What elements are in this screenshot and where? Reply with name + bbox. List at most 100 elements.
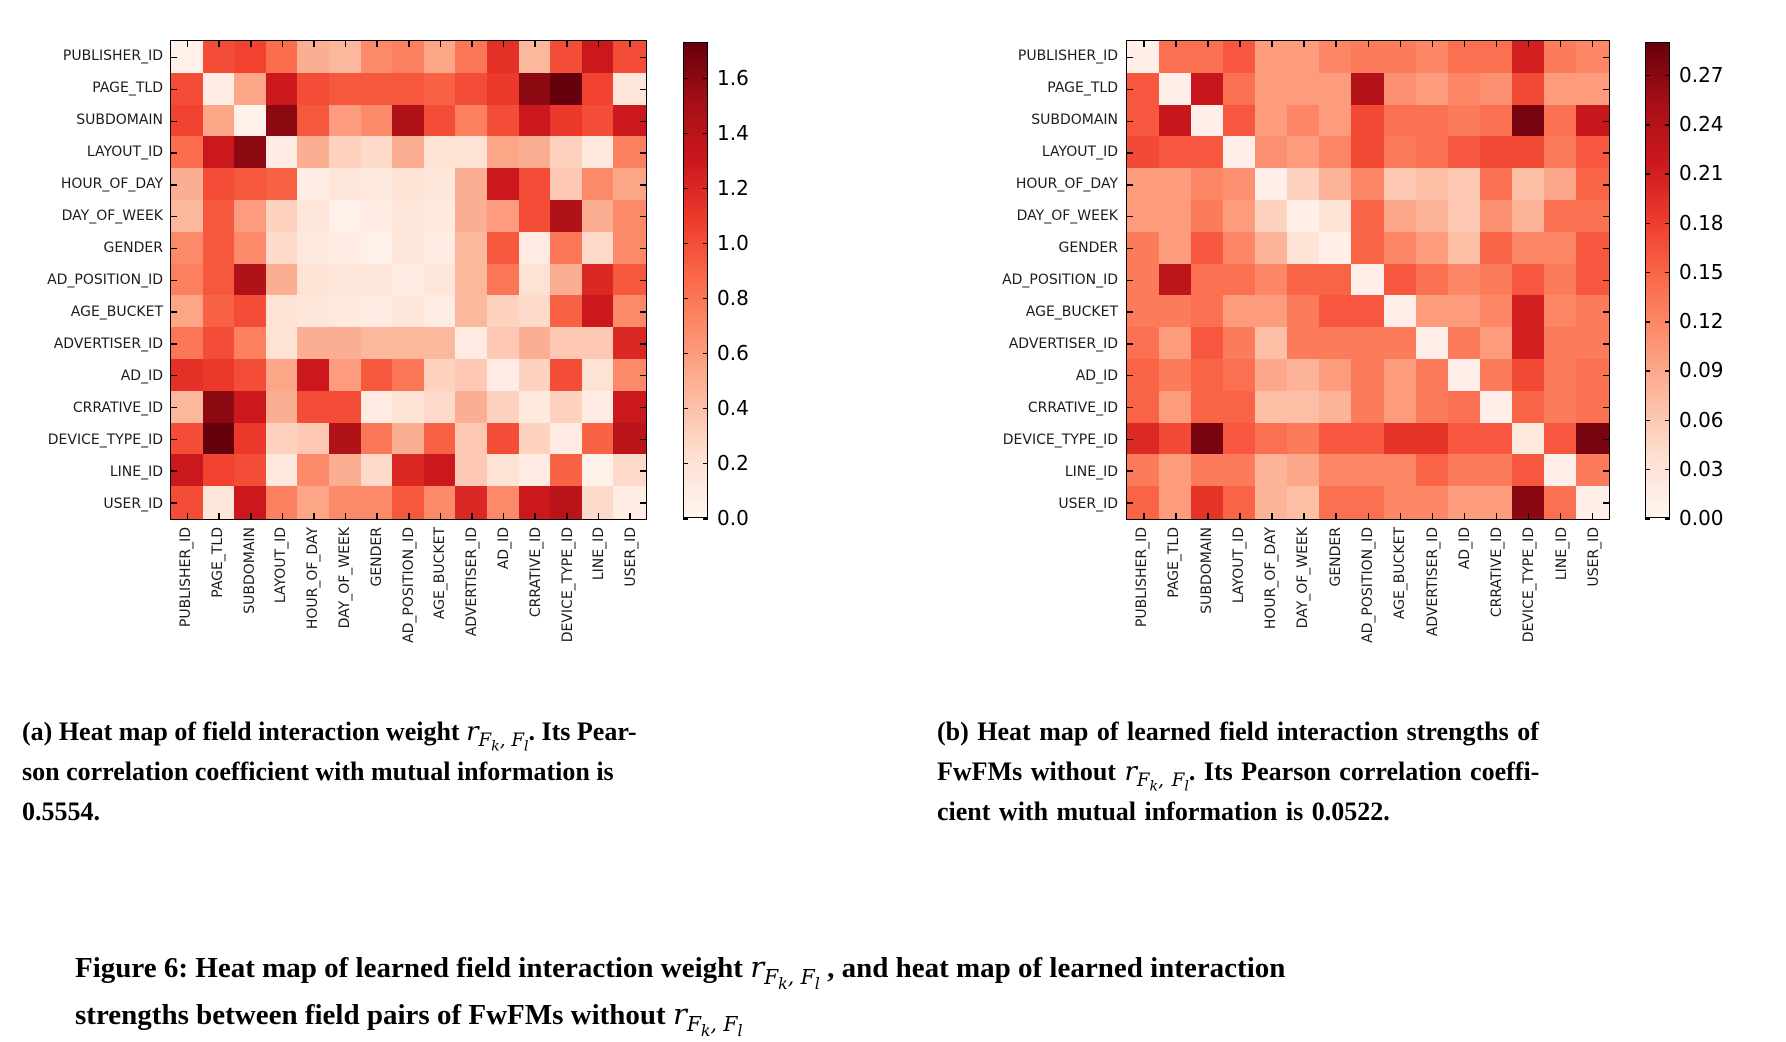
y-axis-label: USER_ID [1058,496,1118,512]
heatmap-cell [550,168,583,201]
colorbar-tick [1645,271,1650,274]
heatmap-cell [265,200,298,233]
heatmap-cell [329,104,362,137]
math-r-fk-fl: rFk, Fl [750,950,820,993]
heatmap-cell [1255,454,1288,487]
axis-tick [218,41,220,47]
y-axis-label: DEVICE_TYPE_ID [1002,432,1118,448]
heatmap-cell [1351,231,1385,265]
axis-tick [640,152,646,154]
heatmap-cell [518,454,551,487]
heatmap-cell [234,168,267,201]
heatmap-cell [1255,359,1288,392]
heatmap-cell [265,231,298,265]
heatmap-cell [392,422,425,455]
heatmap-cell [581,422,614,455]
colorbar-tick [1645,370,1650,372]
x-axis-label: DAY_OF_WEEK [336,527,353,629]
colorbar-tick [1645,222,1650,225]
heatmap-cell [1543,200,1577,233]
heatmap-cell [455,104,488,137]
heatmap-cell [329,359,362,392]
heatmap-cell [1479,136,1513,169]
colorbar-tick [1665,321,1670,323]
x-axis-label: HOUR_OF_DAY [305,527,322,630]
heatmap-cell [1319,327,1353,360]
axis-tick [171,152,177,154]
heatmap-cell [329,454,362,487]
heatmap-cell [581,231,614,265]
axis-tick [186,513,189,519]
caption-line: Figure 6: Heat map of learned field inte… [75,950,1286,993]
heatmap-cell [1287,422,1320,455]
axis-tick [1603,184,1609,186]
heatmap-cell [487,422,520,455]
heatmap-cell [550,295,583,328]
heatmap-cell [1159,263,1192,296]
colorbar-tick-label: 0.18 [1679,210,1724,235]
axis-tick [1603,438,1609,440]
heatmap-cell [1511,231,1545,265]
heatmap-cell [1351,72,1385,106]
axis-tick [640,247,646,250]
axis-tick [171,470,177,472]
axis-tick [1603,502,1609,504]
heatmap-cell [1383,72,1417,106]
heatmap-cell [1223,231,1256,265]
colorbar-tick [703,352,708,355]
heatmap-cell [487,327,520,360]
y-axis-label: PUBLISHER_ID [1017,48,1118,64]
y-axis-label: LAYOUT_ID [86,144,163,160]
heatmap-cell [265,390,298,424]
colorbar-tick-label: 0.6 [717,340,749,365]
heatmap-cell [1447,104,1481,137]
heatmap-cell [487,390,520,424]
x-axis-label: CRRATIVE_ID [527,527,544,618]
heatmap-cell [392,168,425,201]
x-axis-label: PAGE_TLD [209,527,226,598]
heatmap-cell [550,72,583,106]
heatmap-cell [329,168,362,201]
heatmap-cell [550,231,583,265]
colorbar-a [683,42,708,518]
heatmap-cell [1191,231,1224,265]
axis-tick [313,513,315,519]
x-axis-label: ADVERTISER_ID [464,527,481,637]
caption-panel-a: (a) Heat map of field interaction weight… [22,712,802,832]
x-axis-label: DEVICE_TYPE_ID [559,527,576,643]
colorbar-tick [1645,124,1650,126]
axis-tick [171,311,177,313]
heatmap-cell [329,263,362,296]
colorbar-tick [683,242,688,245]
heatmap-cell [360,263,393,296]
heatmap-cell [550,422,583,455]
heatmap-cell [487,231,520,265]
axis-tick [629,513,631,519]
heatmap-cell [423,390,456,424]
axis-tick [1207,513,1209,519]
axis-tick [313,41,315,47]
heatmap-cell [360,231,393,265]
heatmap-cell [455,359,488,392]
axis-tick [1303,41,1305,47]
heatmap-cell [1351,454,1385,487]
colorbar-tick [703,77,708,80]
axis-tick [1143,513,1145,519]
heatmap-cell [1159,422,1192,455]
heatmap-cell [423,263,456,296]
heatmap-cell [1479,422,1513,455]
heatmap-cell [1479,231,1513,265]
heatmap-cell [1479,295,1513,328]
x-axis-label: LINE_ID [1553,527,1570,581]
heatmap-cell [297,72,330,106]
caption-line: son correlation coefficient with mutual … [22,757,614,786]
heatmap-cell [1511,295,1545,328]
axis-tick [1175,41,1177,47]
heatmap-cell [360,359,393,392]
heatmap-cell [1191,200,1224,233]
colorbar-tick [1665,173,1670,175]
colorbar-tick-label: 0.06 [1679,407,1724,432]
heatmap-cell [265,422,298,455]
axis-tick [1127,56,1133,59]
heatmap-cell [581,454,614,487]
